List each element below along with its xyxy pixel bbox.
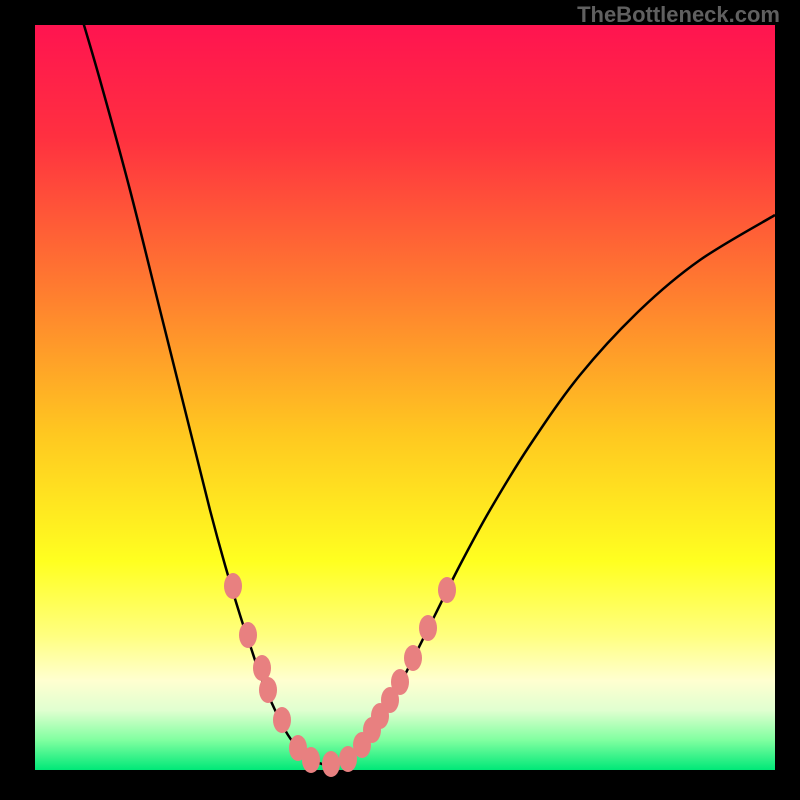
data-marker [302, 747, 320, 773]
data-marker [322, 751, 340, 777]
data-marker [419, 615, 437, 641]
watermark-text: TheBottleneck.com [577, 2, 780, 28]
data-marker [259, 677, 277, 703]
data-marker [239, 622, 257, 648]
data-marker [438, 577, 456, 603]
data-marker [273, 707, 291, 733]
chart-svg [0, 0, 800, 800]
data-marker [224, 573, 242, 599]
data-marker [404, 645, 422, 671]
data-marker [391, 669, 409, 695]
chart-container: TheBottleneck.com [0, 0, 800, 800]
